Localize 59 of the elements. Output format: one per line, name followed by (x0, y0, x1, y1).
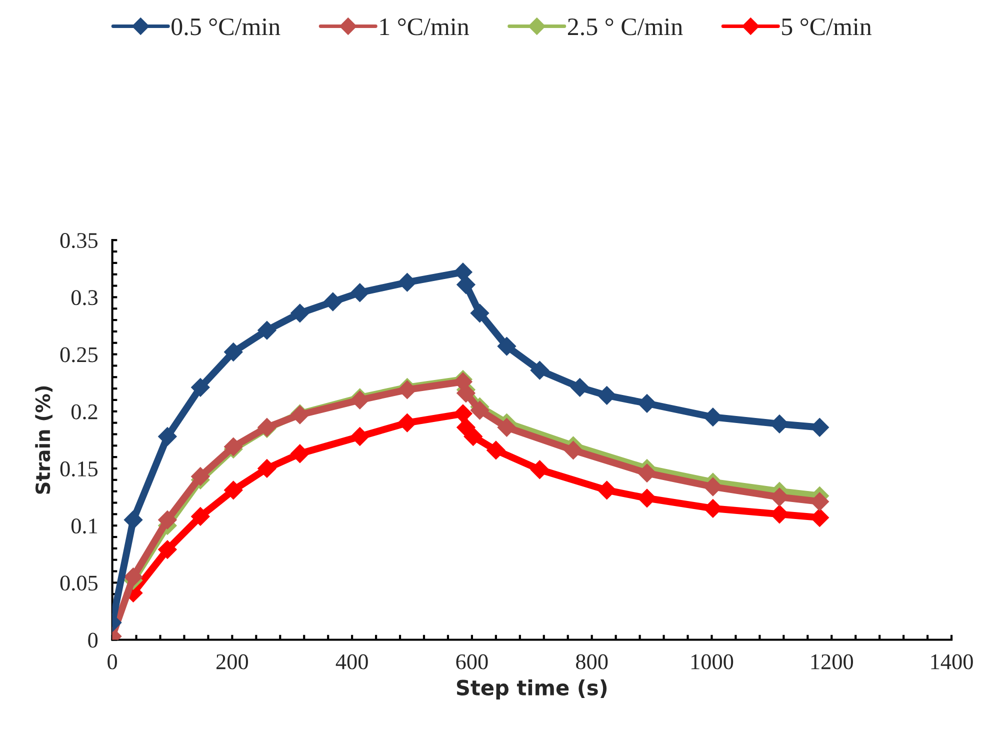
y-tick-label: 0.1 (71, 518, 98, 534)
x-tick-label: 600 (456, 654, 488, 670)
point (530, 360, 550, 380)
x-tick-label: 400 (336, 654, 368, 670)
y-tick-label: 0.35 (60, 233, 98, 248)
point (191, 378, 210, 397)
legend-label: 5 °C/min (782, 18, 872, 36)
point (191, 507, 210, 526)
point (224, 342, 243, 362)
legend-label: 2.5 ° C/min (568, 18, 683, 36)
point (497, 418, 516, 437)
point (454, 404, 472, 424)
point (638, 464, 656, 482)
point (638, 488, 656, 508)
point (638, 394, 656, 413)
x-tick-label: 800 (576, 654, 608, 670)
point (464, 427, 483, 446)
point (597, 386, 616, 405)
point (258, 320, 276, 340)
point (191, 467, 210, 486)
point (704, 477, 722, 496)
point (158, 510, 177, 530)
point (258, 459, 276, 478)
y-axis-title: Strain (%) (35, 386, 52, 494)
point (597, 480, 616, 500)
point (158, 427, 177, 446)
point (570, 378, 590, 397)
point (124, 568, 143, 586)
x-tick-label: 200 (216, 654, 248, 670)
point (124, 510, 143, 530)
point (486, 440, 506, 460)
y-tick-label: 0 (88, 632, 98, 648)
x-axis-title: Step time (s) (456, 679, 607, 700)
point (290, 444, 310, 463)
legend-label: 0.5 °C/min (172, 18, 280, 36)
y-tick-label: 0.25 (60, 347, 98, 362)
point (454, 262, 472, 282)
point (290, 304, 310, 323)
point (564, 440, 583, 460)
point (530, 460, 550, 479)
x-tick-label: 1400 (931, 654, 973, 670)
point (158, 540, 177, 559)
point (398, 272, 417, 292)
point (456, 275, 476, 294)
x-tick-label: 1200 (811, 654, 853, 670)
x-tick-label: 1000 (691, 654, 734, 670)
point (224, 480, 243, 500)
point (324, 292, 342, 312)
point (497, 336, 516, 356)
point (350, 427, 370, 446)
y-tick-label: 0.15 (60, 461, 98, 477)
point (470, 400, 490, 420)
y-tick-label: 0.3 (71, 290, 98, 306)
point (350, 283, 370, 302)
y-tick-label: 0.2 (71, 404, 98, 420)
legend-label: 1 °C/min (380, 18, 469, 36)
y-tick-label: 0.05 (60, 576, 98, 591)
point (470, 304, 490, 323)
x-tick-label: 0 (108, 654, 117, 670)
